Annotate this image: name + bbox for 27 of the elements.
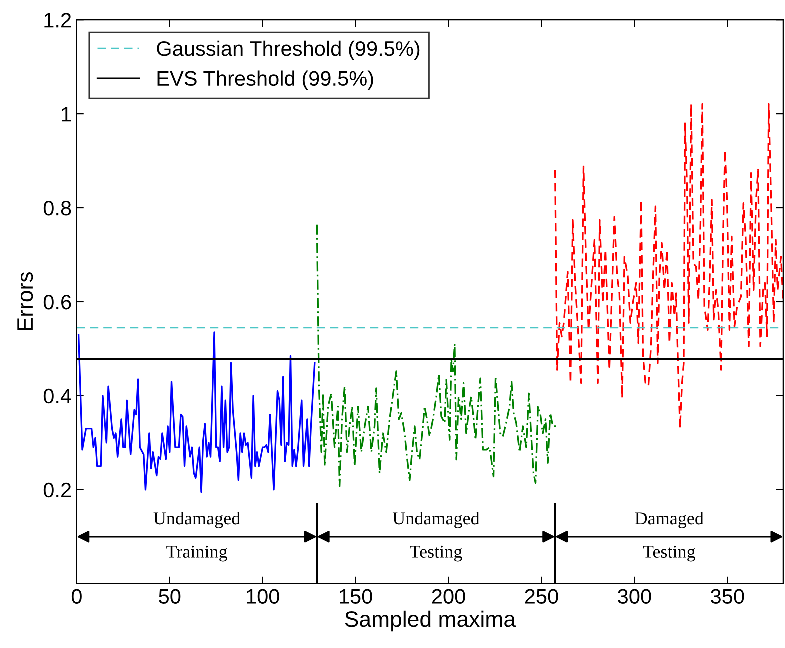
annotation: Damaged	[635, 512, 704, 528]
y-tick-label: 0.6	[44, 294, 72, 310]
x-tick-label: 0	[72, 589, 82, 604]
x-tick-label: 150	[340, 589, 372, 604]
line-series	[554, 103, 784, 430]
y-tick-label: 0.4	[44, 388, 72, 404]
annotation: Undamaged	[392, 512, 480, 528]
x-tick-label: 200	[432, 589, 466, 604]
x-tick-label: 50	[159, 589, 181, 604]
annotation: Testing	[643, 546, 696, 562]
y-axis-title: Errors	[18, 272, 34, 330]
y-tick-label: 0.8	[44, 201, 72, 216]
line-series	[316, 224, 558, 488]
y-tick-label: 1	[62, 107, 72, 122]
x-tick-label: 100	[247, 589, 280, 604]
x-axis-title: Sampled maxima	[345, 610, 516, 632]
annotation: Testing	[410, 546, 462, 562]
y-tick-label: 0.2	[44, 482, 72, 498]
legend-label: EVS Threshold (99.5%)	[158, 70, 374, 90]
y-tick-label: 1.2	[44, 13, 72, 28]
legend-label: Gaussian Threshold (99.5%)	[157, 40, 420, 60]
x-tick-label: 300	[618, 589, 652, 604]
annotation: Undamaged	[154, 512, 240, 528]
annotation: Training	[166, 546, 228, 562]
x-tick-label: 350	[711, 589, 744, 604]
x-tick-label: 250	[525, 589, 558, 604]
line-series	[78, 332, 316, 494]
